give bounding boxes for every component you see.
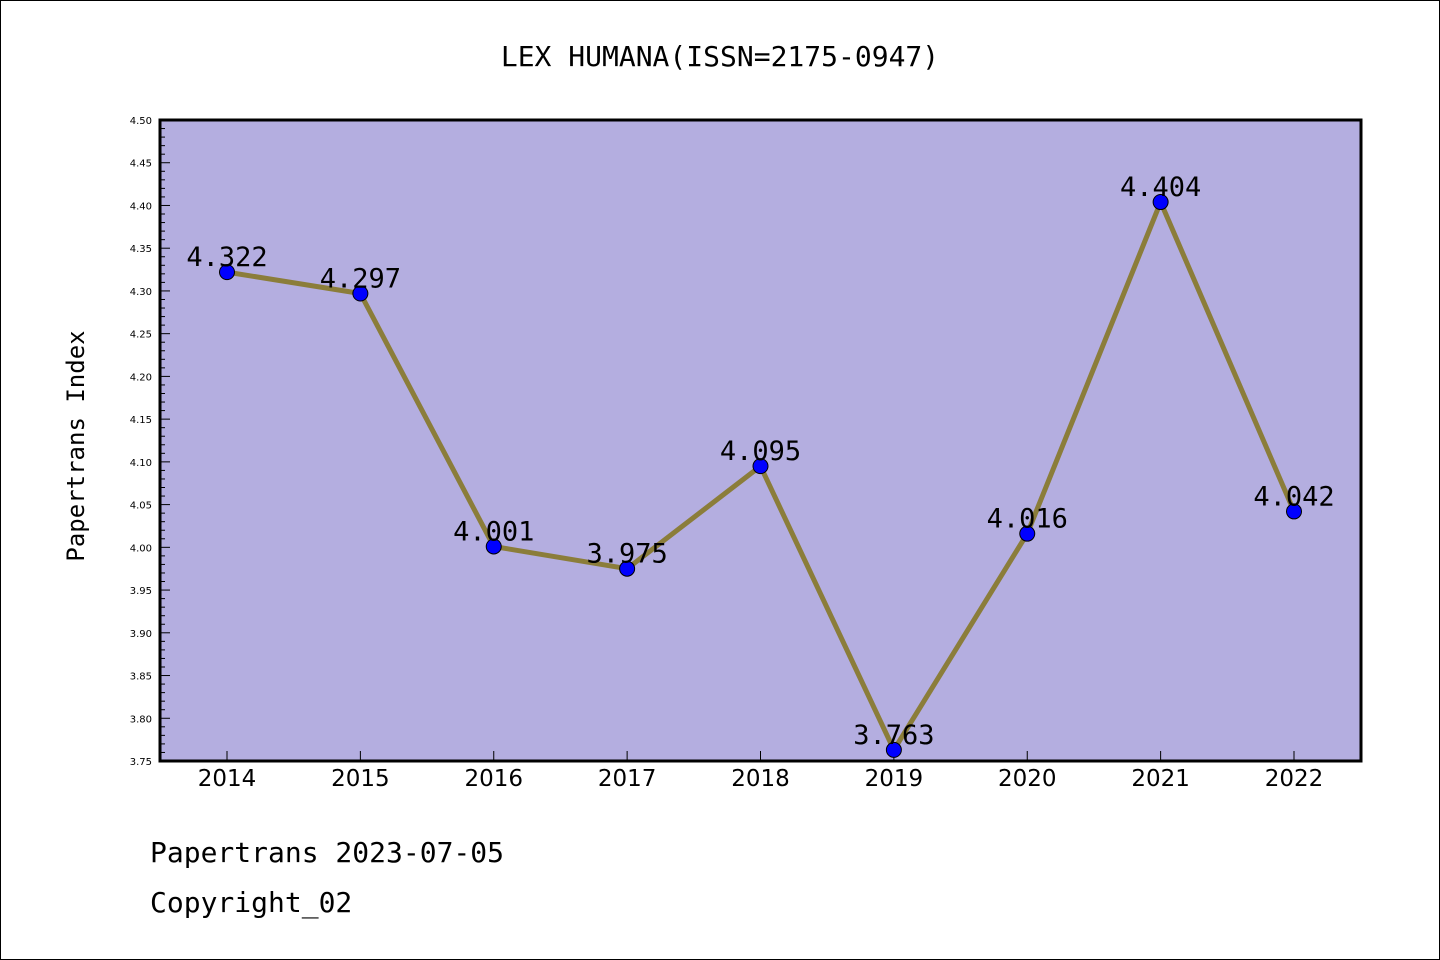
x-tick-label: 2021 xyxy=(1131,766,1190,792)
y-tick-label: 4.50 xyxy=(130,116,152,127)
y-tick-label: 4.00 xyxy=(130,543,152,554)
y-tick-label: 4.30 xyxy=(130,287,152,298)
x-tick-label: 2017 xyxy=(598,766,657,792)
chart-title: LEX HUMANA(ISSN=2175-0947) xyxy=(501,40,939,73)
x-tick-label: 2015 xyxy=(331,766,390,792)
y-tick-label: 3.95 xyxy=(130,586,152,597)
data-label: 4.297 xyxy=(320,263,401,294)
x-tick-label: 2018 xyxy=(731,766,790,792)
data-point xyxy=(1152,194,1169,211)
y-axis-label: Papertrans Index xyxy=(62,330,90,561)
y-tick-label: 4.35 xyxy=(130,244,152,255)
y-tick-label: 4.10 xyxy=(130,458,152,469)
y-tick-label: 3.85 xyxy=(130,672,152,683)
x-tick-label: 2014 xyxy=(198,766,257,792)
y-tick-label: 4.40 xyxy=(130,201,152,212)
data-point xyxy=(1286,503,1302,520)
data-point xyxy=(219,264,235,281)
data-label: 4.095 xyxy=(720,436,801,467)
x-tick-label: 2022 xyxy=(1265,766,1324,792)
data-label: 4.001 xyxy=(453,516,534,547)
data-label: 4.042 xyxy=(1253,481,1334,512)
y-tick-label: 4.15 xyxy=(130,415,152,426)
footer-copyright: Copyright_02 xyxy=(150,886,353,919)
x-tick-label: 2016 xyxy=(464,766,523,792)
data-point xyxy=(485,538,502,555)
y-tick-label: 3.90 xyxy=(130,629,152,640)
footer-date: Papertrans 2023-07-05 xyxy=(150,836,505,869)
x-axis: 2014 2015 2016 2017 2018 2019 2020 2021 2022 xyxy=(198,751,1324,792)
y-tick-label: 4.45 xyxy=(130,159,152,170)
y-tick-label: 3.80 xyxy=(130,714,152,725)
data-point xyxy=(619,560,636,577)
y-tick-label: 3.75 xyxy=(130,757,152,768)
plot-area xyxy=(160,120,1361,761)
plot-border xyxy=(158,118,1363,763)
series-layer: 4.322 4.297 4.001 3.975 4.095 3.763 4.016 4.404… xyxy=(186,172,1335,758)
data-label: 4.404 xyxy=(1120,172,1201,203)
x-tick-label: 2020 xyxy=(998,766,1057,792)
data-point xyxy=(752,458,769,475)
data-label: 4.322 xyxy=(186,242,267,273)
y-tick-label: 4.20 xyxy=(130,372,152,383)
data-label: 3.975 xyxy=(586,539,667,570)
x-tick-label: 2019 xyxy=(865,766,924,792)
data-label: 4.016 xyxy=(987,504,1068,535)
data-point xyxy=(1019,525,1036,542)
data-point xyxy=(885,741,902,758)
data-label: 3.763 xyxy=(853,720,934,751)
y-tick-label: 4.05 xyxy=(130,501,152,512)
y-axis: 3.75 3.80 3.85 3.90 3.95 4.00 4.05 4.10 4.15 4.20… xyxy=(130,116,170,768)
data-point xyxy=(352,285,369,302)
y-tick-label: 4.25 xyxy=(130,330,152,341)
